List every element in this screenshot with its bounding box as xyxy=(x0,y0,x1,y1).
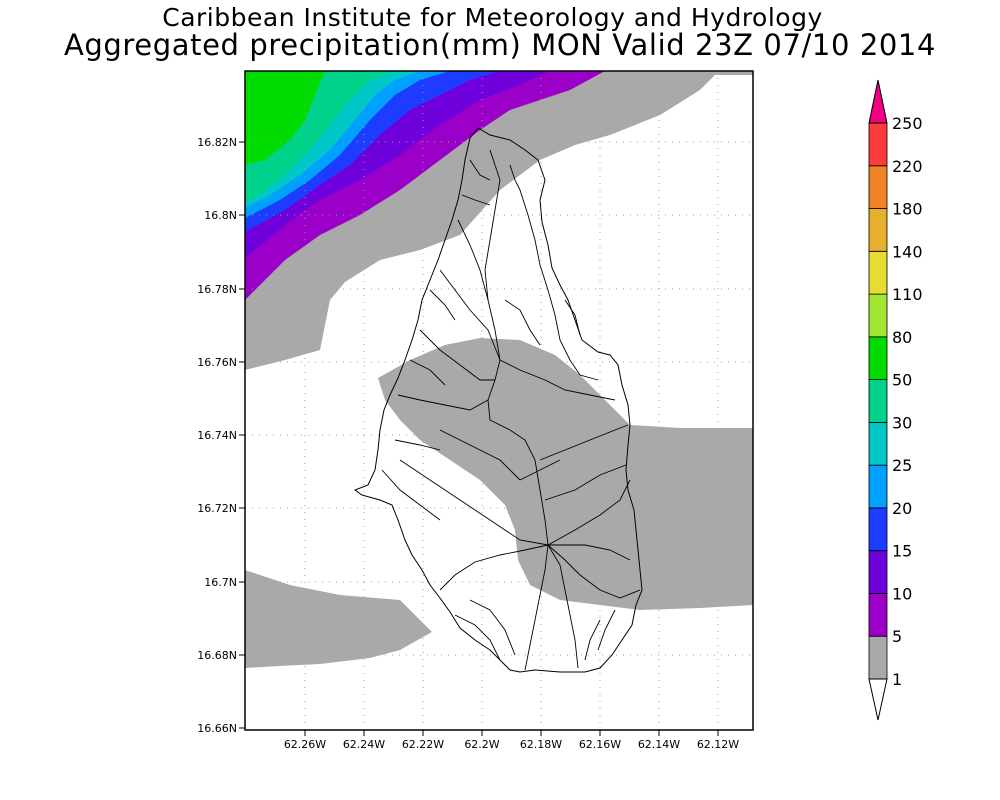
longitude-labels: 62.26W 62.24W 62.22W 62.2W 62.18W 62.16W… xyxy=(284,738,739,751)
lon-label-62-14w: 62.14W xyxy=(638,738,680,751)
legend-swatch-20 xyxy=(868,507,888,552)
lat-label-16-78n: 16.78N xyxy=(197,283,237,296)
legend-label-25: 25 xyxy=(892,456,912,475)
lat-label-16-76n: 16.76N xyxy=(197,356,237,369)
legend-label-180: 180 xyxy=(892,200,923,219)
legend-swatch-110 xyxy=(868,293,888,338)
lat-label-16-74n: 16.74N xyxy=(197,429,237,442)
lon-label-62-18w: 62.18W xyxy=(520,738,562,751)
legend-label-110: 110 xyxy=(892,285,923,304)
shade-50-80 xyxy=(245,71,325,165)
legend-label-50: 50 xyxy=(892,371,912,390)
lat-label-16-7n: 16.7N xyxy=(204,576,237,589)
legend-swatch-30 xyxy=(868,421,888,466)
legend-label-15: 15 xyxy=(892,542,912,561)
lat-label-16-68n: 16.68N xyxy=(197,649,237,662)
latitude-labels: 16.82N 16.8N 16.78N 16.76N 16.74N 16.72N… xyxy=(197,136,237,735)
legend-swatch-50 xyxy=(868,379,888,423)
lon-label-62-22w: 62.22W xyxy=(402,738,444,751)
legend-label-20: 20 xyxy=(892,499,912,518)
lat-label-16-82n: 16.82N xyxy=(197,136,237,149)
shade-1-5-central xyxy=(378,338,753,610)
legend-label-1: 1 xyxy=(892,670,902,689)
legend-label-140: 140 xyxy=(892,242,923,261)
legend-swatch-250 xyxy=(868,122,888,167)
lon-label-62-24w: 62.24W xyxy=(343,738,385,751)
legend-label-5: 5 xyxy=(892,627,902,646)
legend-swatch-25 xyxy=(868,464,888,509)
lon-label-62-12w: 62.12W xyxy=(697,738,739,751)
legend-label-250: 250 xyxy=(892,114,923,133)
legend-swatches xyxy=(868,122,888,680)
lat-label-16-72n: 16.72N xyxy=(197,502,237,515)
lat-label-16-66n: 16.66N xyxy=(197,722,237,735)
island-outline xyxy=(353,127,643,673)
legend-label-30: 30 xyxy=(892,413,912,432)
legend-swatch-15 xyxy=(868,550,888,594)
axis-ticks xyxy=(239,141,719,736)
precipitation-shading xyxy=(245,71,753,668)
legend-bottom-arrow xyxy=(868,678,888,721)
shade-1-5-southwest xyxy=(245,570,432,668)
legend-label-220: 220 xyxy=(892,157,923,176)
map-plot: 16.82N 16.8N 16.78N 16.76N 16.74N 16.72N… xyxy=(197,70,754,751)
legend-swatch-5 xyxy=(868,635,888,680)
lon-label-62-26w: 62.26W xyxy=(284,738,326,751)
legend-swatch-220 xyxy=(868,165,888,209)
lon-label-62-2w: 62.2W xyxy=(464,738,499,751)
island-watersheds xyxy=(381,149,641,671)
legend-swatch-140 xyxy=(868,250,888,295)
title-line-1: Caribbean Institute for Meteorology and … xyxy=(162,3,823,32)
legend-label-80: 80 xyxy=(892,328,912,347)
lat-label-16-8n: 16.8N xyxy=(204,209,237,222)
legend-swatch-80 xyxy=(868,336,888,381)
legend-swatch-10 xyxy=(868,593,888,637)
map-frame xyxy=(244,70,754,731)
legend-top-arrow xyxy=(868,79,888,124)
title-line-2: Aggregated precipitation(mm) MON Valid 2… xyxy=(63,28,937,62)
lon-label-62-16w: 62.16W xyxy=(579,738,621,751)
legend-swatch-180 xyxy=(868,208,888,252)
legend-label-10: 10 xyxy=(892,584,912,603)
